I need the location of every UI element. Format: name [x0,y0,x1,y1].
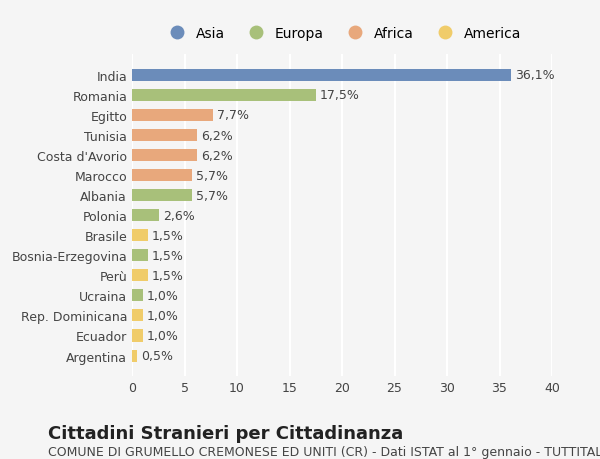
Text: 5,7%: 5,7% [196,189,228,202]
Text: 5,7%: 5,7% [196,169,228,182]
Text: 7,7%: 7,7% [217,109,249,122]
Text: COMUNE DI GRUMELLO CREMONESE ED UNITI (CR) - Dati ISTAT al 1° gennaio - TUTTITAL: COMUNE DI GRUMELLO CREMONESE ED UNITI (C… [48,445,600,458]
Text: 6,2%: 6,2% [202,129,233,142]
Bar [132,90,316,102]
Bar [132,190,192,202]
Text: 1,5%: 1,5% [152,269,184,282]
Bar [132,310,143,322]
Bar [132,330,143,342]
Bar [132,350,137,362]
Text: 1,0%: 1,0% [146,329,179,342]
Text: 1,0%: 1,0% [146,309,179,322]
Text: Cittadini Stranieri per Cittadinanza: Cittadini Stranieri per Cittadinanza [48,425,403,442]
Bar [132,70,511,82]
Text: 1,5%: 1,5% [152,229,184,242]
Bar [132,170,192,182]
Bar [132,110,213,122]
Bar [132,290,143,302]
Text: 0,5%: 0,5% [142,349,173,362]
Text: 36,1%: 36,1% [515,69,555,82]
Text: 17,5%: 17,5% [320,89,360,102]
Bar [132,270,148,282]
Bar [132,230,148,242]
Bar [132,150,197,162]
Bar [132,250,148,262]
Legend: Asia, Europa, Africa, America: Asia, Europa, Africa, America [156,20,528,48]
Text: 1,0%: 1,0% [146,289,179,302]
Bar [132,130,197,142]
Bar [132,210,160,222]
Text: 2,6%: 2,6% [163,209,195,222]
Text: 1,5%: 1,5% [152,249,184,262]
Text: 6,2%: 6,2% [202,149,233,162]
